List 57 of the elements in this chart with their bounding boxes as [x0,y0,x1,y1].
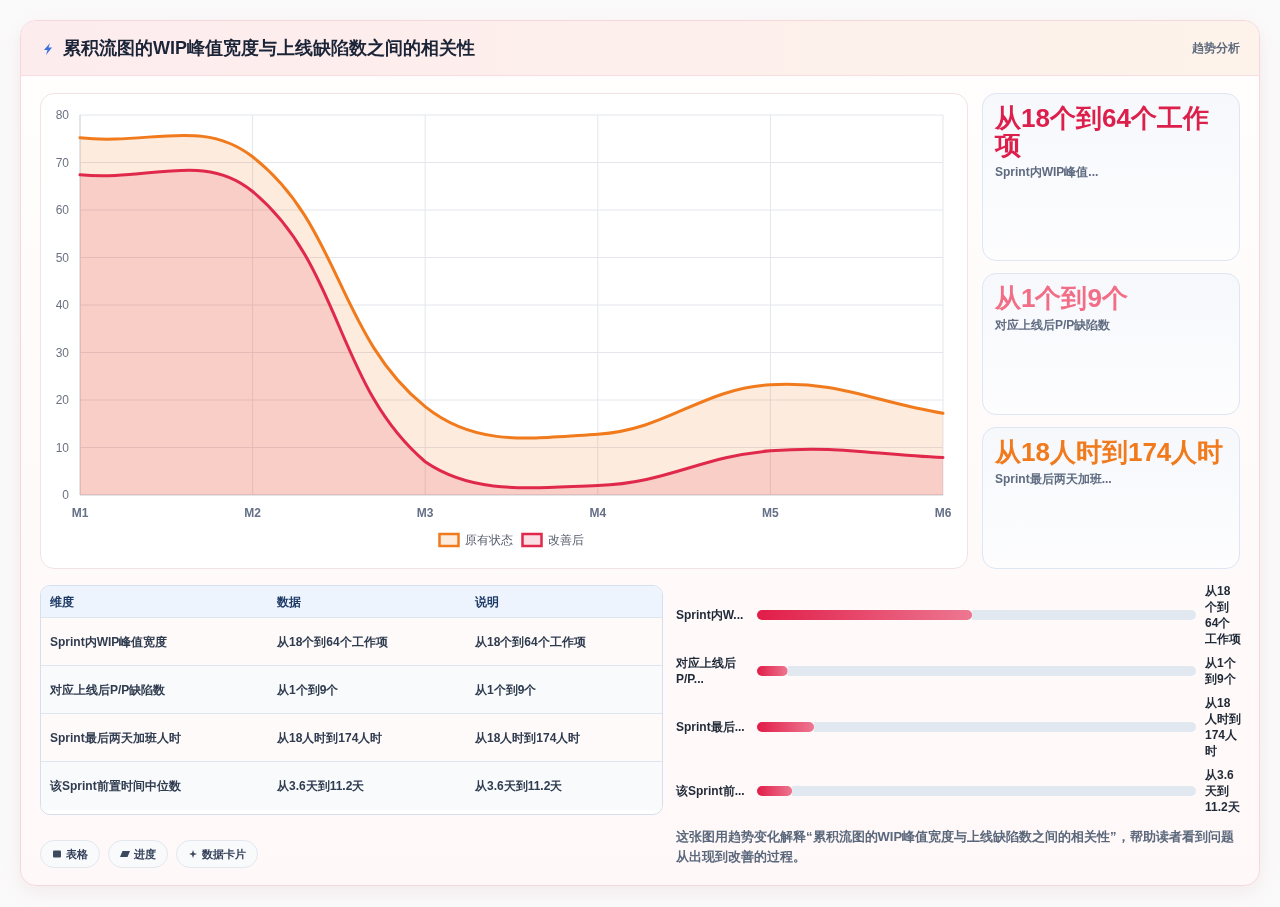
y-tick-label: 60 [55,203,70,217]
y-tick-label: 20 [55,393,70,407]
y-tick-label: 50 [55,250,70,265]
bar [814,722,1196,732]
text: 从18个到64个工作项 [277,633,388,650]
y-tick-label: Sprint最后... [676,719,746,735]
text: 数据卡片 [202,846,246,862]
text: 从18个到64个工作项 [475,633,586,650]
text: Sprint最后两天加班人时 [50,729,181,746]
text: 从18人时到174人时 [475,729,581,746]
text: 说明 [475,593,499,610]
y-tick-label: Sprint内W... [676,607,745,623]
y-tick-label: 70 [55,155,70,170]
y-tick-label: 该Sprint前... [676,783,746,799]
text: 从18人时到174人时 [277,729,383,746]
text: 这张图用趋势变化解释“累积流图的WIP峰值宽度与上线缺陷数之间的相关性”，帮助读者看到问题从出现到改善的过程。 [676,828,1235,866]
x-tick-label: M4 [589,506,607,520]
text: 对应上线后P/P缺陷数 [50,681,166,698]
bar [757,610,973,620]
text: Sprint内WIP峰值宽度 [50,633,168,650]
text: 从3.6天到11.2天 [1205,768,1240,814]
x-tick-label: M2 [244,506,262,520]
text: 从1个到9个 [277,681,339,698]
text: 趋势分析 [1192,40,1240,56]
y-tick-label: 80 [55,108,70,122]
x-tick-label: M1 [71,506,89,520]
text: 从18人时到174人时 [1205,696,1241,758]
text: 从18个到64个工作项 [995,103,1210,160]
bar [757,722,815,732]
bar [787,666,1196,676]
x-tick-label: M6 [934,506,952,520]
text: 对应上线后P/P缺陷数 [995,317,1112,333]
y-tick-label: 40 [55,298,70,312]
text: Sprint内WIP峰值... [995,164,1100,180]
x-tick-label: M3 [416,506,434,520]
text: 维度 [50,593,74,610]
y-tick-label: 对应上线后P/P... [676,655,737,687]
bar [972,610,1196,620]
text: Sprint最后两天加班... [995,471,1113,487]
text: 从1个到9个 [995,283,1129,313]
y-tick-label: 10 [55,440,70,455]
text: 进度 [134,846,156,862]
text: 数据 [277,593,301,610]
text: 从1个到9个 [475,681,537,698]
text: 从18个到64个工作项 [1205,584,1241,646]
text: 从3.6天到11.2天 [277,778,365,794]
y-tick-label: 0 [62,488,70,502]
text: 从1个到9个 [1205,656,1236,686]
text: 从3.6天到11.2天 [475,778,563,794]
x-tick-label: M5 [762,506,780,520]
y-tick-label: 30 [55,345,70,360]
text: 表格 [66,846,88,862]
text: 从18人时到174人时 [995,437,1225,467]
legend-label: 改善后 [547,533,584,547]
text: 累积流图的WIP峰值宽度与上线缺陷数之间的相关性 [63,37,475,60]
legend-label: 原有状态 [464,533,513,547]
text: 该Sprint前置时间中位数 [50,778,181,794]
